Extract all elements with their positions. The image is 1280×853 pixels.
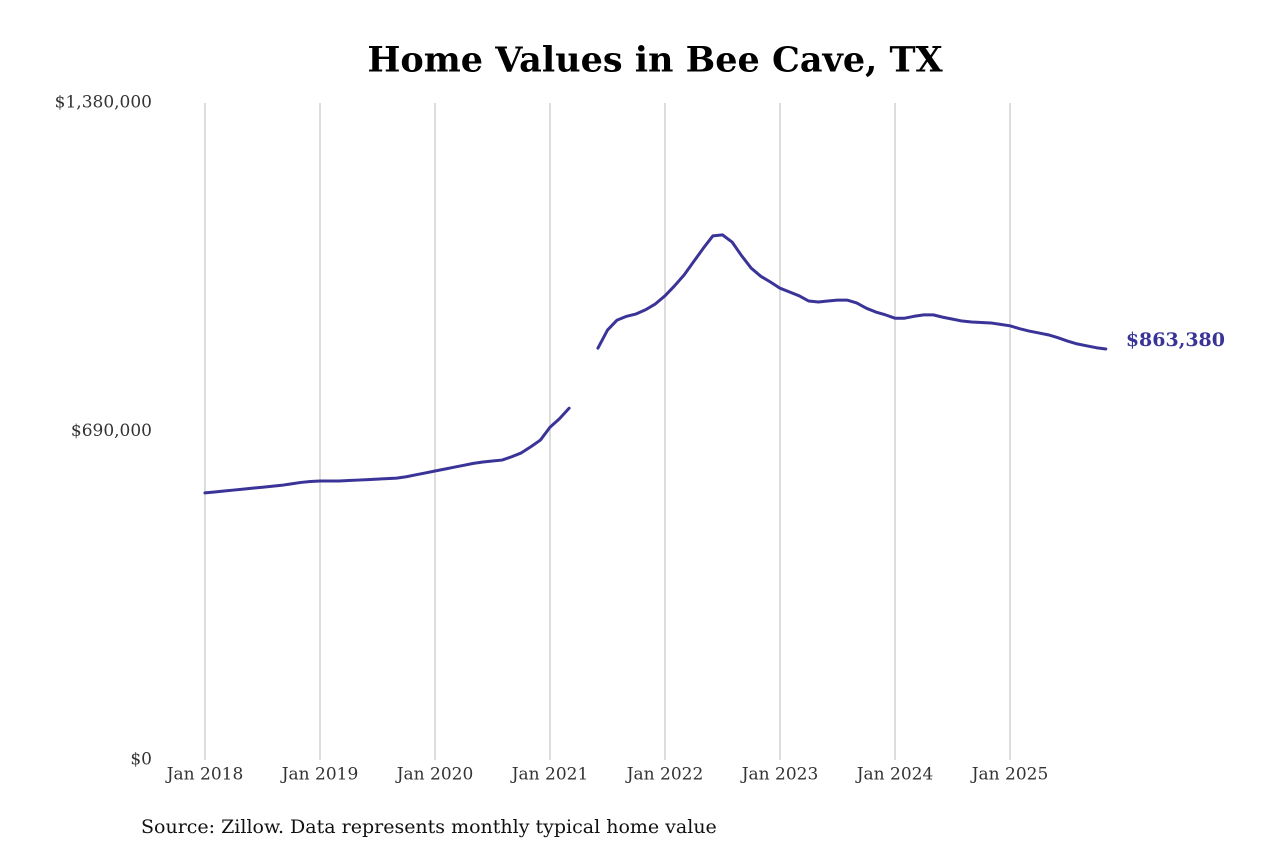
x-tick-label: Jan 2024 [855,765,934,785]
x-tick-label: Jan 2021 [510,765,589,785]
y-tick-label: $1,380,000 [55,93,152,113]
x-tick-label: Jan 2025 [970,765,1049,785]
x-tick-label: Jan 2023 [740,765,819,785]
x-tick-label: Jan 2022 [625,765,704,785]
x-tick-label: Jan 2020 [395,765,474,785]
x-tick-label: Jan 2018 [165,765,244,785]
chart-title: Home Values in Bee Cave, TX [367,40,943,81]
y-tick-label: $0 [130,750,152,770]
line-series [203,406,571,495]
x-tick-label: Jan 2019 [280,765,359,785]
source-note: Source: Zillow. Data represents monthly … [141,816,717,838]
line-series [596,233,1108,351]
value-label: $863,380 [1126,329,1225,351]
y-tick-label: $690,000 [71,421,152,441]
